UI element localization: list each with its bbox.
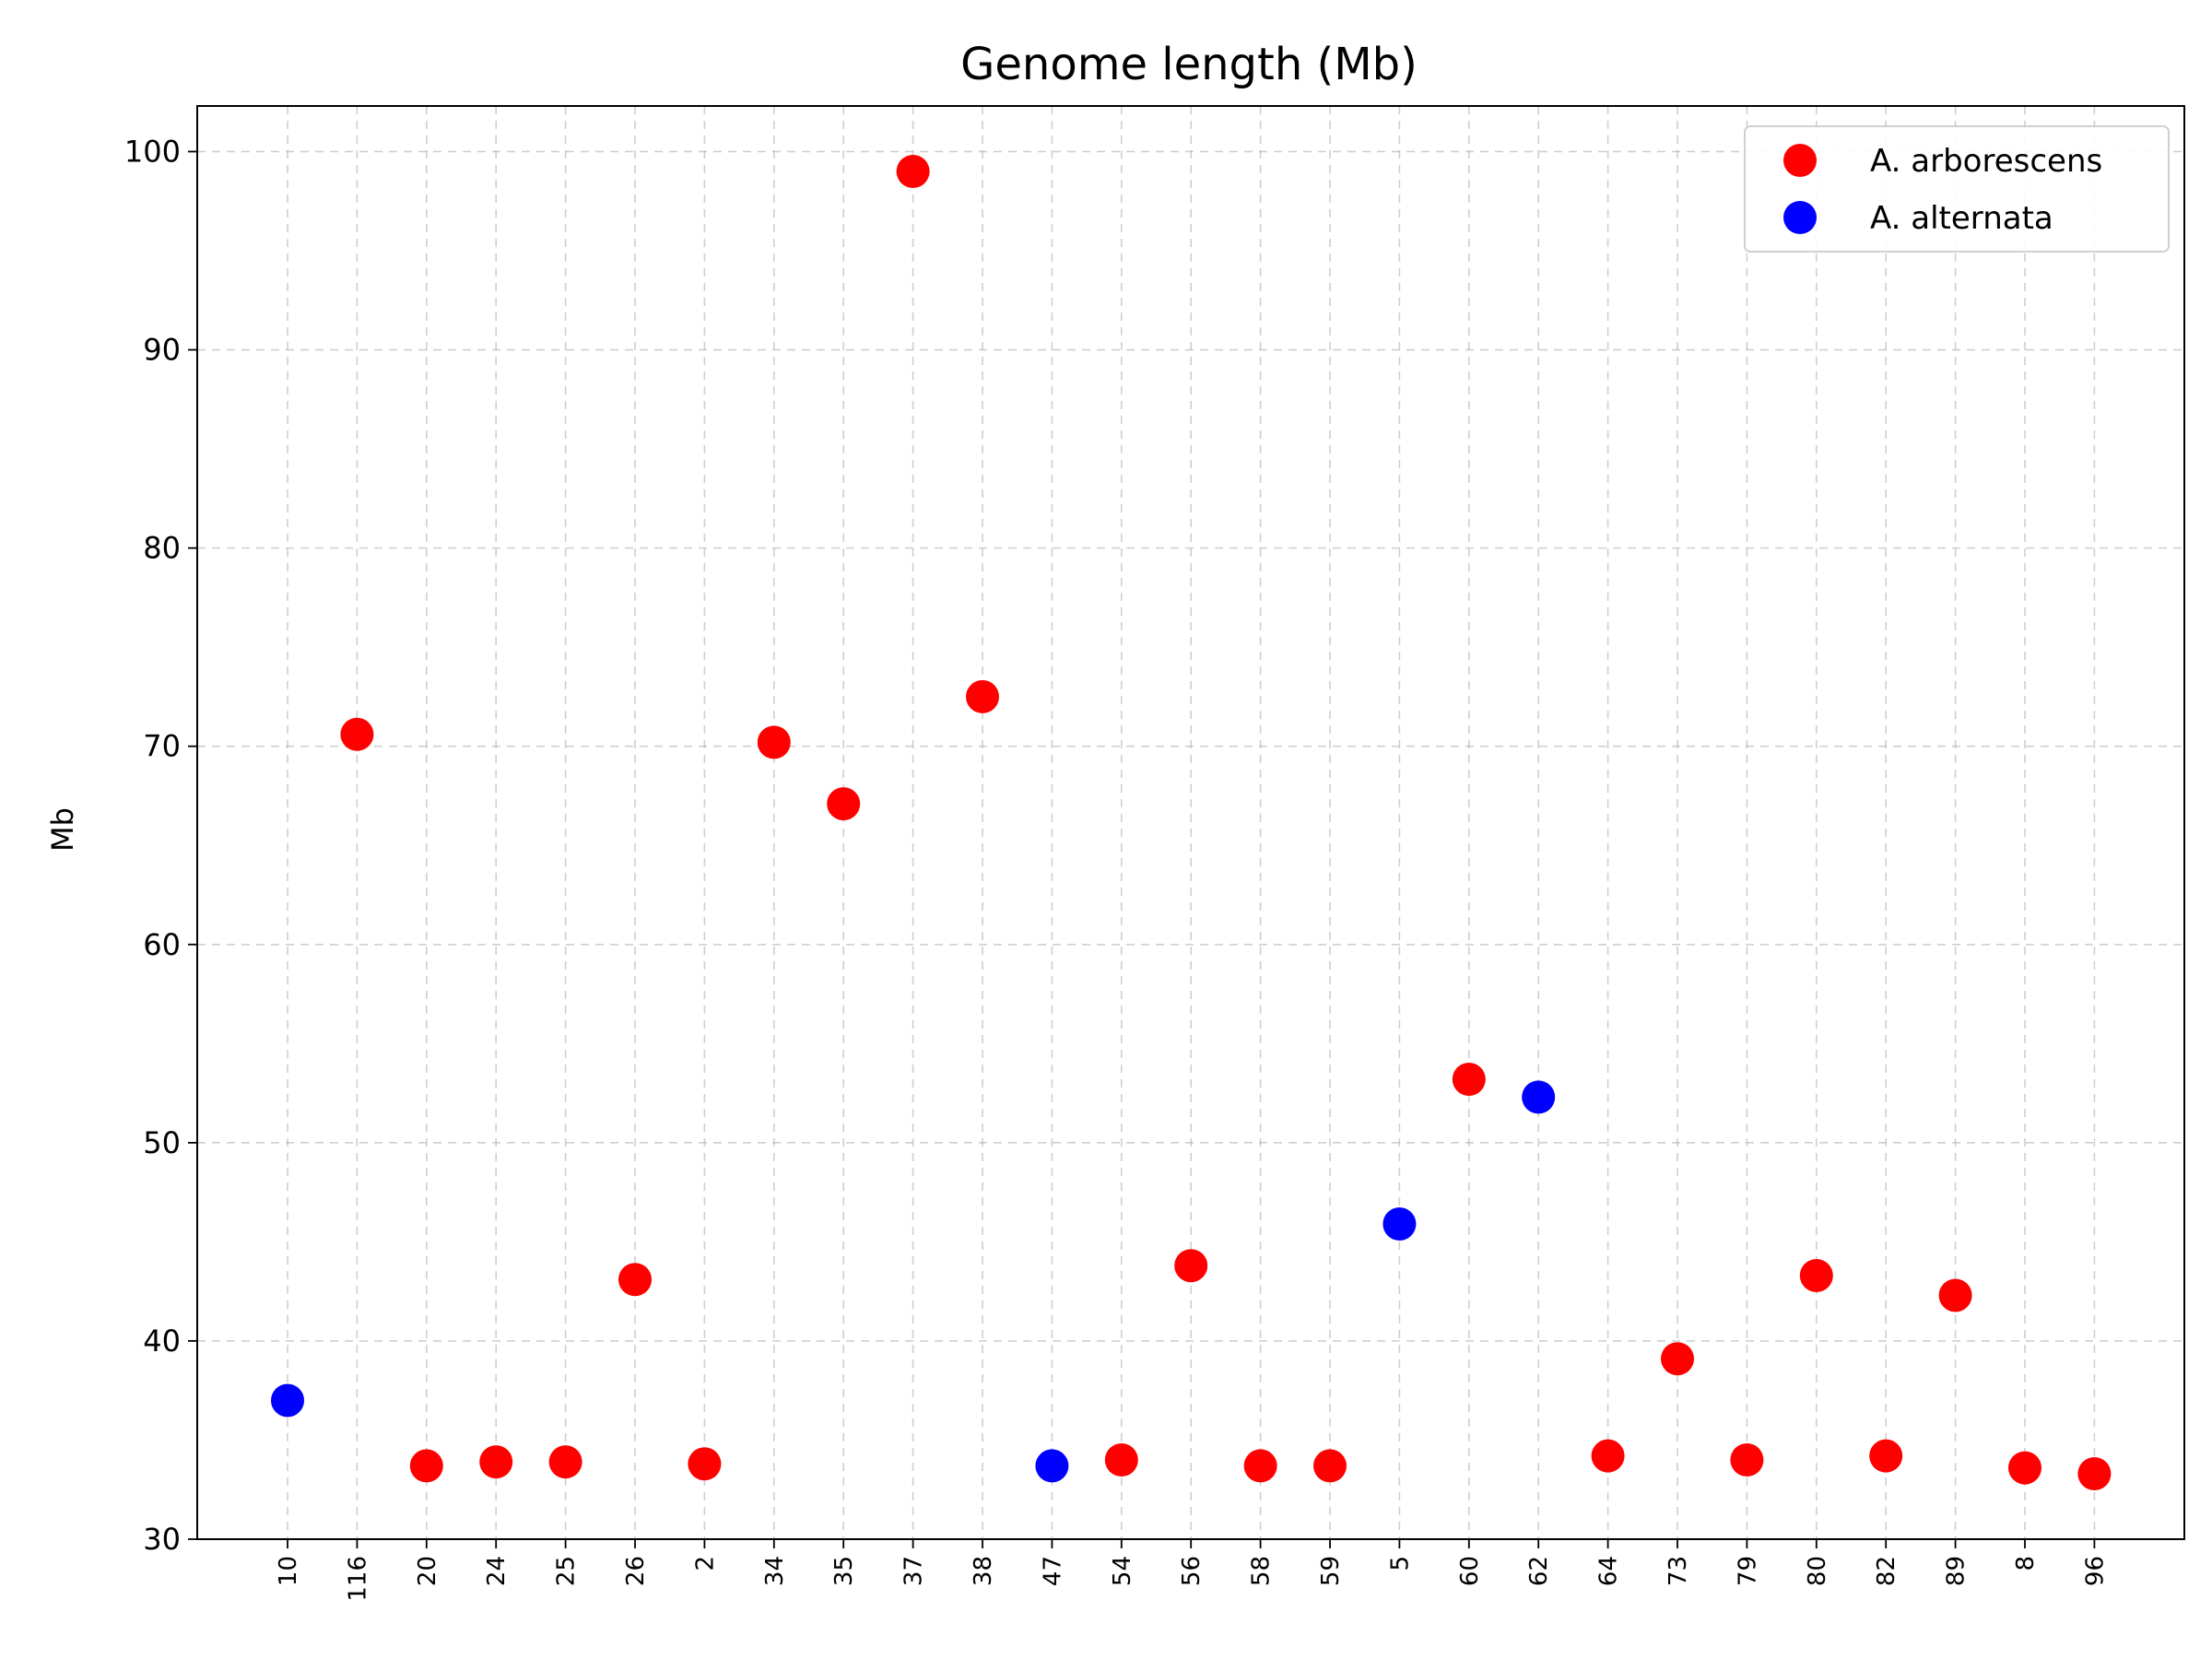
x-axis: 10 116 20 24 25 26 2 34 35 37 38 47 54 56 58 59 5 60 62 64 7… [275,1539,2109,1602]
data-point [827,787,861,821]
x-tick-label: 25 [553,1556,581,1586]
x-tick-label: 8 [2012,1556,2040,1571]
x-tick-label: 58 [1248,1556,1276,1586]
x-tick-label: 47 [1039,1556,1066,1586]
data-point [1730,1442,1764,1477]
data-point [1104,1442,1138,1477]
data-points [271,154,2112,1491]
legend-marker [1783,144,1817,177]
data-point [1382,1207,1417,1241]
y-tick-label: 70 [143,729,181,764]
x-tick-label: 5 [1386,1556,1414,1571]
legend-label: A. arborescens [1870,143,2102,180]
legend-box [1744,125,2170,253]
x-tick-label: 62 [1525,1556,1553,1586]
data-point [618,1263,652,1297]
y-tick-label: 80 [143,531,181,566]
data-point [1799,1258,1833,1292]
x-tick-label: 10 [275,1556,302,1586]
x-tick-label: 20 [414,1556,441,1586]
x-tick-label: 89 [1943,1556,1971,1586]
y-tick-label: 100 [124,134,181,169]
y-tick-label: 90 [143,333,181,368]
data-point [757,725,791,759]
y-tick-label: 50 [143,1125,181,1160]
plot-frame [196,105,2185,1540]
y-axis-label: Mb [45,807,80,852]
data-point [1313,1449,1347,1483]
grid-lines [197,106,2184,1540]
data-point [966,679,999,713]
x-tick-label: 59 [1317,1556,1345,1586]
x-tick-label: 96 [2081,1556,2109,1586]
x-tick-label: 2 [691,1556,719,1571]
data-point [1452,1063,1486,1097]
x-tick-label: 80 [1804,1556,1831,1586]
legend: A. arborescens A. alternata [1744,125,2170,253]
data-point [1661,1342,1694,1376]
data-point [340,717,374,751]
y-tick-label: 30 [143,1522,181,1557]
data-point [1243,1449,1277,1483]
data-point [2008,1451,2041,1485]
x-tick-label: 73 [1665,1556,1692,1586]
x-tick-label: 116 [344,1556,371,1602]
data-point [1869,1439,1903,1473]
data-point [548,1445,582,1479]
x-tick-label: 60 [1456,1556,1484,1586]
x-tick-label: 26 [622,1556,650,1586]
x-tick-label: 64 [1595,1556,1623,1586]
x-tick-label: 24 [483,1556,511,1586]
x-tick-label: 82 [1873,1556,1900,1586]
data-point [896,154,930,188]
data-point [1591,1439,1625,1473]
x-tick-label: 34 [761,1556,789,1586]
x-tick-label: 35 [830,1556,858,1586]
data-point [271,1383,304,1418]
data-point [409,1449,443,1483]
data-point [1174,1249,1208,1283]
legend-marker [1783,201,1817,234]
data-point [1035,1449,1069,1483]
y-axis: 30 40 50 60 70 80 90 100 [124,134,197,1557]
data-point [2077,1457,2112,1491]
x-tick-label: 54 [1109,1556,1136,1586]
data-point [1938,1278,1972,1312]
y-tick-label: 60 [143,927,181,962]
x-tick-label: 56 [1178,1556,1206,1586]
x-tick-label: 37 [900,1556,928,1586]
x-tick-label: 38 [970,1556,997,1586]
data-point [479,1445,513,1479]
chart-title: Genome length (Mb) [960,39,1418,90]
data-point [688,1447,722,1481]
legend-label: A. alternata [1870,200,2053,237]
data-point [1522,1080,1556,1114]
y-tick-label: 40 [143,1324,181,1359]
x-tick-label: 79 [1734,1556,1761,1586]
